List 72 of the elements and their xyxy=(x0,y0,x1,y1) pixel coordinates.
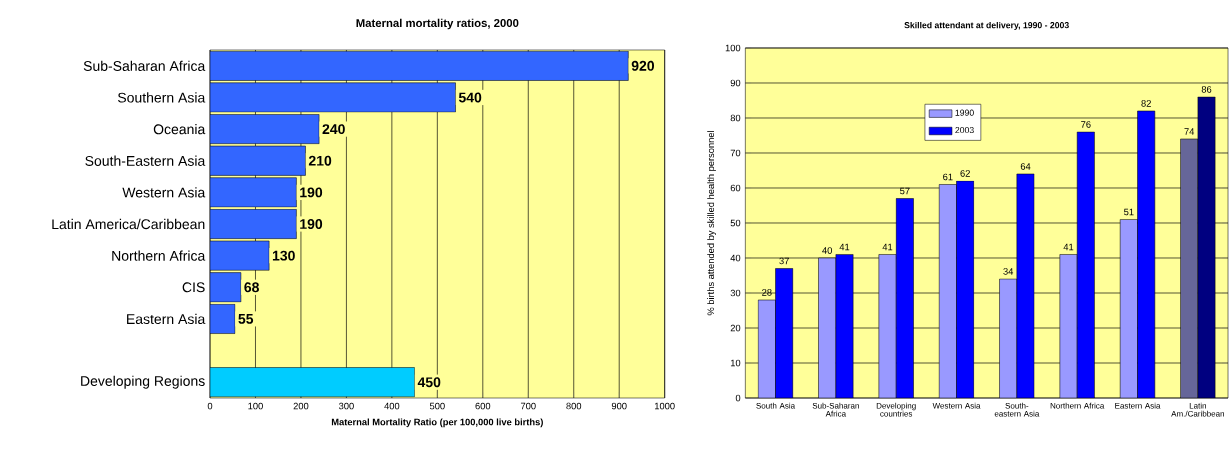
legend-label: 1990 xyxy=(955,109,974,116)
x-tick-label: 600 xyxy=(475,402,491,410)
x-tick-label: 1000 xyxy=(655,402,675,410)
data-label: 450 xyxy=(417,377,441,388)
data-label: 37 xyxy=(779,257,789,265)
data-label: 40 xyxy=(822,247,833,254)
y-tick-label: Northern Africa xyxy=(112,250,206,261)
data-label: 57 xyxy=(900,187,910,195)
x-tick-label: Developing countries xyxy=(876,402,916,417)
x-tick-label: 800 xyxy=(566,402,582,410)
data-label: 41 xyxy=(882,243,893,251)
y-tick-label: Eastern Asia xyxy=(127,313,206,325)
data-label: 190 xyxy=(300,219,323,229)
y-tick-label: Oceania xyxy=(153,123,206,135)
data-label: 51 xyxy=(1124,208,1134,216)
y-tick-label: 30 xyxy=(730,289,741,297)
y-tick-label: 50 xyxy=(730,219,741,227)
y-tick-label: CIS xyxy=(182,282,205,293)
data-label: 82 xyxy=(1141,100,1151,107)
data-label: 74 xyxy=(1184,128,1195,135)
x-axis-title: Maternal Mortality Ratio (per 100,000 live births) xyxy=(331,418,543,428)
y-tick-label: South-Eastern Asia xyxy=(85,155,206,166)
data-label: 86 xyxy=(1201,86,1212,93)
data-label: 68 xyxy=(244,282,259,293)
data-label: 61 xyxy=(943,173,953,181)
x-tick-label: 500 xyxy=(429,402,445,410)
x-tick-label: South Asia xyxy=(756,402,796,409)
x-tick-label: 700 xyxy=(520,402,536,410)
data-label: 64 xyxy=(1020,163,1031,170)
legend-label: 2003 xyxy=(955,126,974,134)
x-tick-label: 200 xyxy=(293,402,309,410)
x-tick-label: Latin Am./Caribbean xyxy=(1171,402,1224,417)
data-label: 130 xyxy=(272,250,295,261)
y-tick-label: 70 xyxy=(730,149,741,157)
y-axis-title: % births attended by skilled health personnel xyxy=(707,131,716,316)
data-label: 240 xyxy=(322,124,345,135)
x-tick-label: 0 xyxy=(207,402,213,410)
y-tick-label: 100 xyxy=(725,44,741,52)
y-tick-label: Latin America/Caribbean xyxy=(52,218,205,230)
y-tick-label: Western Asia xyxy=(122,187,206,198)
data-label: 55 xyxy=(238,314,254,324)
y-tick-label: 80 xyxy=(730,114,741,122)
x-tick-label: South-eastern Asia xyxy=(994,402,1040,417)
x-tick-label: Northern Africa xyxy=(1050,402,1105,409)
data-label: 41 xyxy=(839,243,850,251)
y-tick-label: Sub-Saharan Africa xyxy=(83,60,206,71)
x-tick-label: 300 xyxy=(338,402,354,410)
data-label: 28 xyxy=(762,289,772,296)
y-tick-label: 10 xyxy=(730,359,741,367)
y-tick-label: 20 xyxy=(730,324,741,332)
x-tick-label: 100 xyxy=(248,402,263,410)
data-label: 190 xyxy=(300,187,323,198)
data-label: 540 xyxy=(458,92,482,103)
x-tick-label: Sub-Saharan Africa xyxy=(812,402,859,417)
data-label: 62 xyxy=(960,170,970,177)
y-tick-label: 40 xyxy=(730,254,741,262)
y-tick-label: Southern Asia xyxy=(117,92,206,103)
y-tick-label: Developing Regions xyxy=(81,375,205,389)
chart-title: Maternal mortality ratios, 2000 xyxy=(356,18,519,30)
y-tick-label: 0 xyxy=(735,394,741,402)
data-label: 76 xyxy=(1081,121,1091,128)
data-label: 41 xyxy=(1063,243,1074,251)
data-label: 34 xyxy=(1003,268,1014,275)
x-tick-label: 400 xyxy=(384,402,400,410)
data-label: 920 xyxy=(631,60,655,71)
y-tick-label: 60 xyxy=(730,184,741,192)
data-label: 210 xyxy=(308,155,332,166)
x-tick-label: Western Asia xyxy=(932,402,981,409)
x-tick-label: Eastern Asia xyxy=(1115,402,1161,409)
y-tick-label: 90 xyxy=(730,79,741,87)
x-tick-label: 900 xyxy=(611,402,627,410)
chart-title: Skilled attendant at delivery, 1990 - 2003 xyxy=(904,21,1069,30)
